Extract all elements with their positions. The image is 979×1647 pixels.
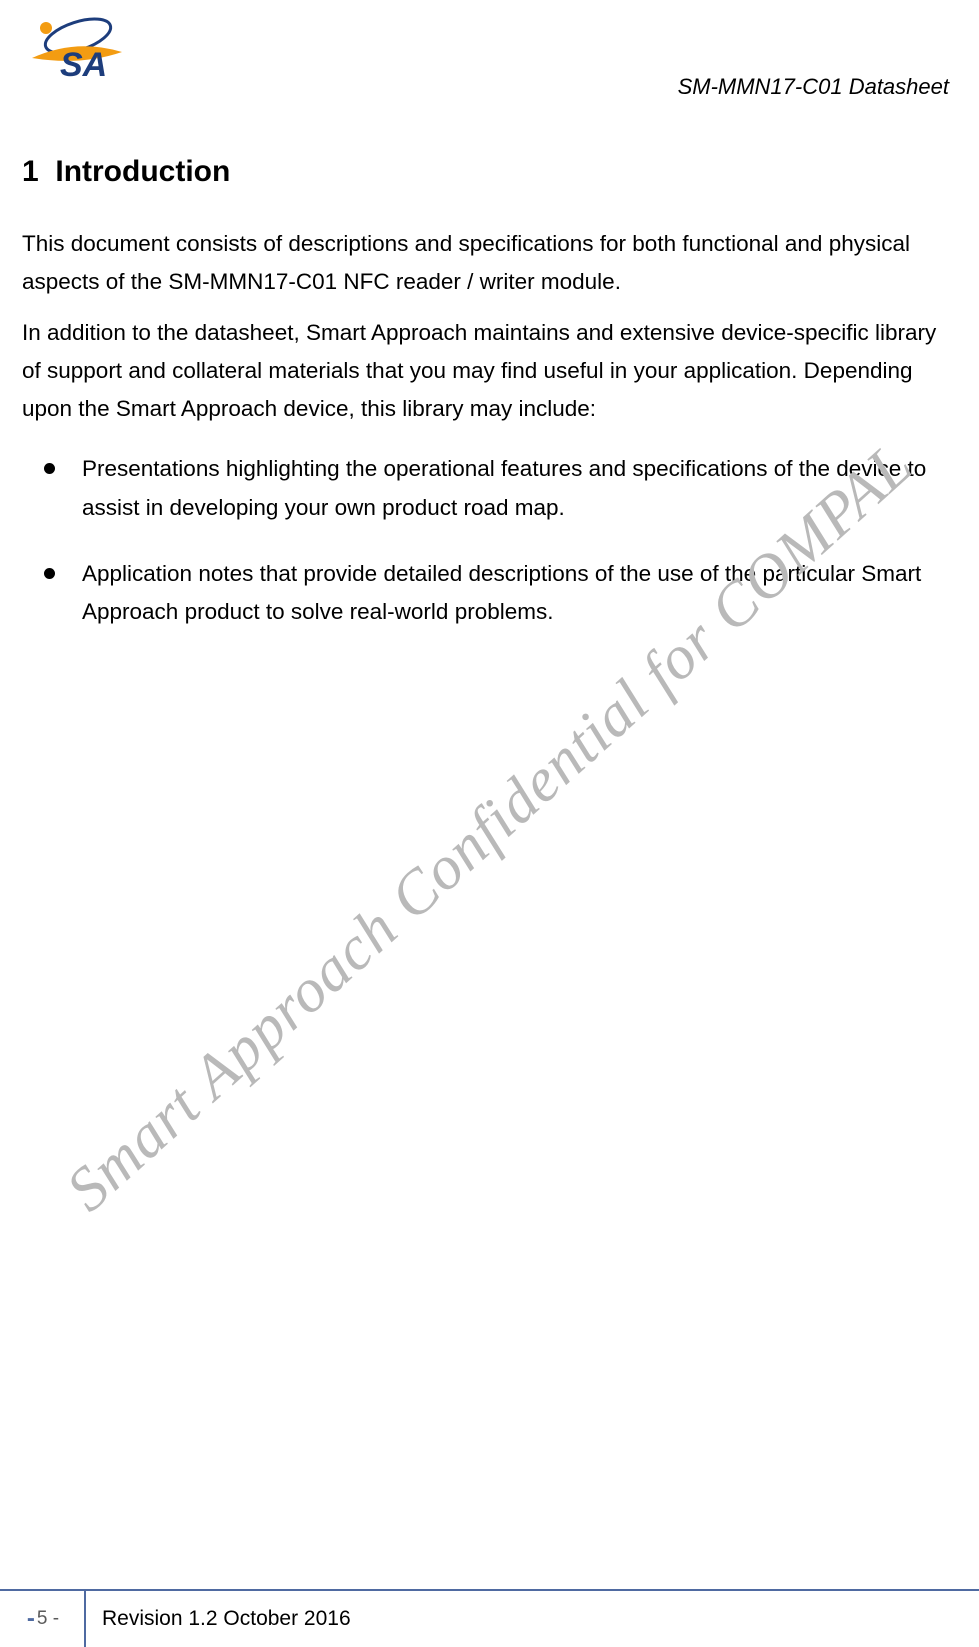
body: This document consists of descriptions a… <box>22 225 953 659</box>
paragraph: This document consists of descriptions a… <box>22 225 953 302</box>
footer-page-number: - 5 - <box>0 1591 86 1647</box>
list-item: Application notes that provide detailed … <box>22 555 953 632</box>
paragraph: In addition to the datasheet, Smart Appr… <box>22 314 953 429</box>
bullet-list: Presentations highlighting the operation… <box>22 450 953 631</box>
page: SA SM-MMN17-C01 Datasheet 1 Introduction… <box>0 0 979 1647</box>
document-title-header: SM-MMN17-C01 Datasheet <box>678 74 949 100</box>
page-number-value: 5 <box>37 1608 48 1630</box>
section-title: Introduction <box>55 155 230 188</box>
footer: - 5 - Revision 1.2 October 2016 <box>0 1591 979 1647</box>
company-logo-icon: SA <box>26 8 126 86</box>
section-heading: 1 Introduction <box>22 155 230 189</box>
section-number: 1 <box>22 155 39 188</box>
page-number-suffix: - <box>47 1608 59 1630</box>
list-item: Presentations highlighting the operation… <box>22 450 953 527</box>
logo-text: SA <box>60 46 107 84</box>
footer-revision: Revision 1.2 October 2016 <box>86 1607 351 1631</box>
dash-icon: - <box>27 1605 35 1633</box>
header: SA SM-MMN17-C01 Datasheet <box>0 0 979 120</box>
